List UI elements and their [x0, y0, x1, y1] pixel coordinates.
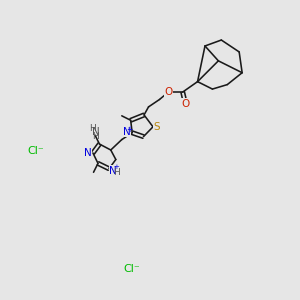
Text: +: +	[126, 125, 132, 134]
Text: O: O	[164, 87, 172, 97]
Text: H: H	[89, 124, 95, 133]
Text: N: N	[109, 166, 117, 176]
Text: N: N	[92, 127, 100, 137]
Text: N: N	[123, 127, 131, 137]
Text: N: N	[84, 148, 92, 158]
Text: +: +	[113, 164, 119, 170]
Text: Cl⁻: Cl⁻	[124, 264, 140, 274]
Text: O: O	[182, 99, 190, 109]
Text: S: S	[154, 122, 160, 132]
Text: Cl⁻: Cl⁻	[27, 146, 44, 157]
Text: H: H	[113, 168, 120, 177]
Text: H: H	[92, 132, 98, 141]
